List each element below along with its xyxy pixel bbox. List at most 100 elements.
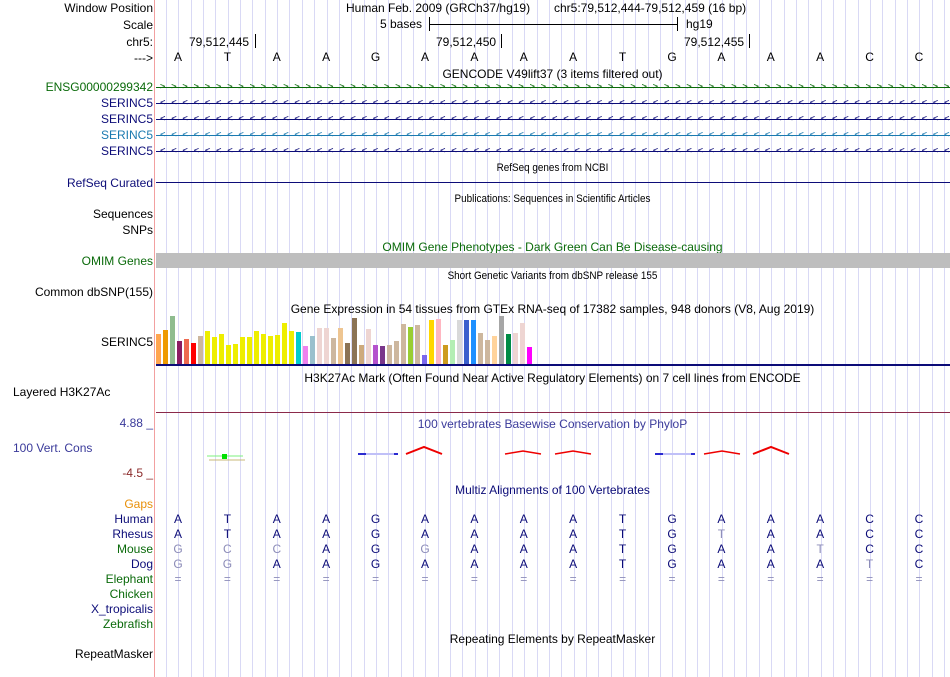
gtex-tissue-bar[interactable] xyxy=(212,337,217,364)
multiz-species-label[interactable]: Human xyxy=(114,512,153,526)
gtex-tissue-bar[interactable] xyxy=(436,319,441,364)
dbsnp-title[interactable]: Short Genetic Variants from dbSNP releas… xyxy=(447,270,658,282)
gtex-tissue-bar[interactable] xyxy=(359,345,364,364)
publications-label-snps[interactable]: SNPs xyxy=(122,223,153,237)
gtex-tissue-bar[interactable] xyxy=(282,323,287,364)
gtex-tissue-bar[interactable] xyxy=(499,316,504,364)
gtex-tissue-bar[interactable] xyxy=(310,336,315,364)
gtex-tissue-bar[interactable] xyxy=(247,337,252,364)
repeatmasker-title[interactable]: Repeating Elements by RepeatMasker xyxy=(449,632,656,646)
window-position-label[interactable]: Window Position xyxy=(64,1,153,15)
multiz-species-label[interactable]: X_tropicalis xyxy=(90,602,153,616)
gtex-tissue-bar[interactable] xyxy=(254,331,259,364)
phylop-label[interactable]: 100 Vert. Cons xyxy=(13,441,93,455)
gencode-item-label[interactable]: SERINC5 xyxy=(100,112,153,126)
h3k27ac-label[interactable]: Layered H3K27Ac xyxy=(13,385,111,399)
gtex-tissue-bar[interactable] xyxy=(457,320,462,364)
chrom-label[interactable]: chr5: xyxy=(126,35,153,49)
multiz-gaps-label[interactable]: Gaps xyxy=(124,497,153,511)
gtex-tissue-bar[interactable] xyxy=(177,341,182,364)
gtex-tissue-bar[interactable] xyxy=(464,320,469,364)
omim-gene-bar[interactable] xyxy=(156,253,950,268)
multiz-species-label[interactable]: Chicken xyxy=(109,587,153,601)
gencode-item-label[interactable]: ENSG00000299342 xyxy=(45,80,153,94)
gencode-title[interactable]: GENCODE V49lift37 (3 items filtered out) xyxy=(442,67,663,81)
gtex-tissue-bar[interactable] xyxy=(478,333,483,364)
gtex-tissue-bar[interactable] xyxy=(471,320,476,364)
gtex-tissue-bar[interactable] xyxy=(492,336,497,364)
gtex-tissue-bar[interactable] xyxy=(394,341,399,364)
gencode-item-line[interactable]: < < < < < < < < < < < < < < < < < < < < < < < < < < < < < < < < < < < < < < < <… xyxy=(156,99,950,108)
gtex-tissue-bar[interactable] xyxy=(380,346,385,364)
publications-title[interactable]: Publications: Sequences in Scientific Ar… xyxy=(454,193,651,205)
gtex-tissue-bar[interactable] xyxy=(352,318,357,364)
gencode-item-line[interactable]: > > > > > > > > > > > > > > > > > > > > > > > > > > > > > > > > > > > > > > > >… xyxy=(156,83,950,92)
gtex-tissue-bar[interactable] xyxy=(373,345,378,364)
gtex-tissue-bar[interactable] xyxy=(429,320,434,364)
gtex-title[interactable]: Gene Expression in 54 tissues from GTEx … xyxy=(290,302,815,316)
gtex-tissue-bar[interactable] xyxy=(443,345,448,364)
multiz-species-label[interactable]: Zebrafish xyxy=(102,617,153,631)
multiz-species-label[interactable]: Rhesus xyxy=(112,527,153,541)
gtex-tissue-bar[interactable] xyxy=(303,346,308,364)
gtex-tissue-bar[interactable] xyxy=(317,328,322,364)
gtex-tissue-bar[interactable] xyxy=(219,334,224,364)
gencode-item-label[interactable]: SERINC5 xyxy=(100,96,153,110)
gtex-tissue-bar[interactable] xyxy=(275,335,280,364)
gencode-item-line[interactable]: < < < < < < < < < < < < < < < < < < < < < < < < < < < < < < < < < < < < < < < <… xyxy=(156,131,950,140)
gtex-tissue-bar[interactable] xyxy=(156,334,161,364)
gtex-tissue-bar[interactable] xyxy=(401,324,406,364)
gtex-tissue-bar[interactable] xyxy=(366,329,371,364)
gtex-tissue-bar[interactable] xyxy=(324,328,329,364)
phylop-title[interactable]: 100 vertebrates Basewise Conservation by… xyxy=(417,417,688,431)
gencode-item-label[interactable]: SERINC5 xyxy=(100,144,153,158)
gtex-tissue-bar[interactable] xyxy=(184,339,189,364)
phylop-plot[interactable] xyxy=(155,440,950,470)
dbsnp-label[interactable]: Common dbSNP(155) xyxy=(34,285,153,299)
publications-label-sequences[interactable]: Sequences xyxy=(92,207,153,221)
gtex-tissue-bar[interactable] xyxy=(191,343,196,364)
gtex-bar-chart[interactable] xyxy=(156,316,536,364)
omim-title[interactable]: OMIM Gene Phenotypes - Dark Green Can Be… xyxy=(382,240,723,254)
refseq-title[interactable]: RefSeq genes from NCBI xyxy=(496,162,609,174)
gtex-tissue-bar[interactable] xyxy=(226,345,231,364)
gtex-tissue-bar[interactable] xyxy=(163,330,168,364)
gencode-item-line[interactable]: < < < < < < < < < < < < < < < < < < < < < < < < < < < < < < < < < < < < < < < <… xyxy=(156,147,950,156)
gtex-tissue-bar[interactable] xyxy=(233,344,238,364)
gtex-tissue-bar[interactable] xyxy=(345,343,350,364)
multiz-title[interactable]: Multiz Alignments of 100 Vertebrates xyxy=(455,483,650,497)
gtex-tissue-bar[interactable] xyxy=(331,338,336,364)
gtex-tissue-bar[interactable] xyxy=(387,345,392,364)
gtex-tissue-bar[interactable] xyxy=(520,323,525,364)
h3k27ac-title[interactable]: H3K27Ac Mark (Often Found Near Active Re… xyxy=(304,371,801,385)
gtex-label[interactable]: SERINC5 xyxy=(100,335,153,349)
gtex-tissue-bar[interactable] xyxy=(422,355,427,364)
gtex-tissue-bar[interactable] xyxy=(296,332,301,364)
gtex-tissue-bar[interactable] xyxy=(170,316,175,364)
refseq-gene-line[interactable] xyxy=(156,182,950,183)
multiz-species-label[interactable]: Elephant xyxy=(105,572,153,586)
gtex-tissue-bar[interactable] xyxy=(198,336,203,364)
multiz-species-label[interactable]: Dog xyxy=(130,557,153,571)
gtex-tissue-bar[interactable] xyxy=(261,334,266,364)
repeatmasker-label[interactable]: RepeatMasker xyxy=(74,647,153,661)
gtex-tissue-bar[interactable] xyxy=(268,336,273,364)
omim-label[interactable]: OMIM Genes xyxy=(81,254,153,268)
gtex-tissue-bar[interactable] xyxy=(506,334,511,364)
scale-label[interactable]: Scale xyxy=(122,18,153,32)
gtex-tissue-bar[interactable] xyxy=(205,331,210,364)
multiz-species-label[interactable]: Mouse xyxy=(116,542,153,556)
gtex-tissue-bar[interactable] xyxy=(485,340,490,364)
gtex-tissue-bar[interactable] xyxy=(527,347,532,364)
gtex-tissue-bar[interactable] xyxy=(408,327,413,364)
gtex-tissue-bar[interactable] xyxy=(450,340,455,364)
strand-forward-icon: > xyxy=(652,82,659,92)
gtex-tissue-bar[interactable] xyxy=(289,331,294,364)
refseq-label[interactable]: RefSeq Curated xyxy=(66,176,153,190)
gtex-tissue-bar[interactable] xyxy=(513,333,518,364)
gtex-tissue-bar[interactable] xyxy=(415,325,420,364)
gencode-item-label[interactable]: SERINC5 xyxy=(100,128,153,142)
gtex-tissue-bar[interactable] xyxy=(240,337,245,364)
gtex-tissue-bar[interactable] xyxy=(338,328,343,364)
gencode-item-line[interactable]: < < < < < < < < < < < < < < < < < < < < < < < < < < < < < < < < < < < < < < < <… xyxy=(156,115,950,124)
